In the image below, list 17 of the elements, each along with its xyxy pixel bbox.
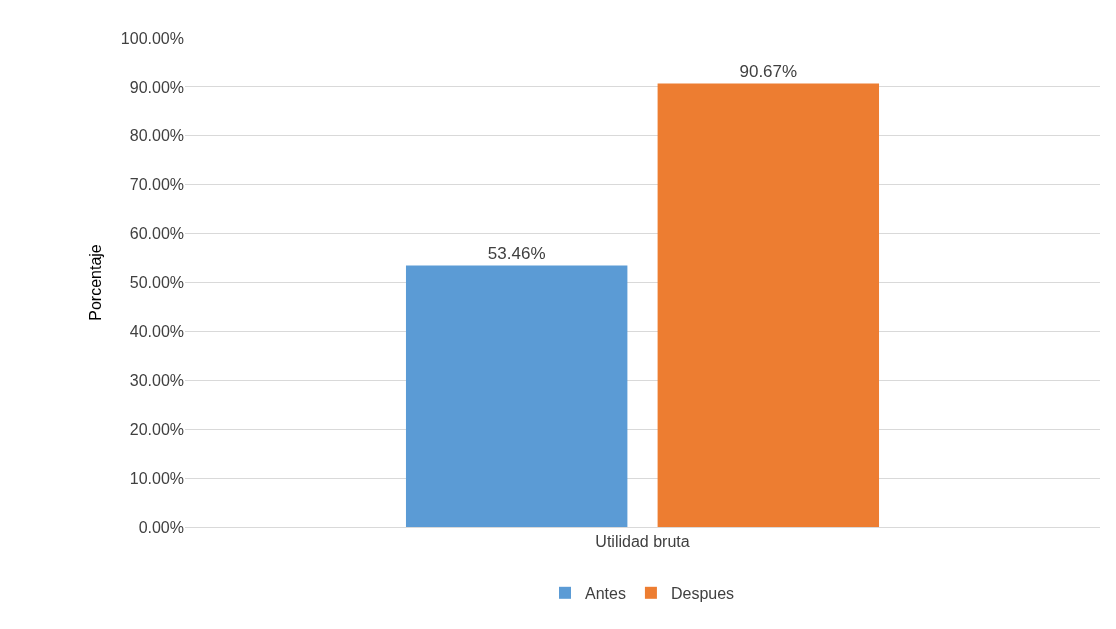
y-tick-label: 40.00% [129,323,184,340]
y-tick-label: 70.00% [129,176,184,194]
y-tick-label: 20.00% [129,420,184,438]
x-tick-label: Utilidad bruta [595,533,690,551]
y-tick-label: 60.00% [129,225,184,243]
y-tick-label: 90.00% [129,78,184,96]
y-tick-label: 30.00% [129,371,184,389]
y-tick-label: 80.00% [129,127,184,145]
data-label: 90.67% [739,61,798,81]
y-axis-title: Porcentaje [86,244,104,321]
legend-label: Despues [670,585,735,603]
legend-label: Antes [585,585,626,603]
data-label: 53.46% [487,243,546,263]
y-tick-label: 0.00% [138,518,184,536]
y-tick-label: 10.00% [129,469,184,487]
y-tick-label: 100.00% [120,29,184,47]
y-tick-label: 50.00% [129,274,184,292]
